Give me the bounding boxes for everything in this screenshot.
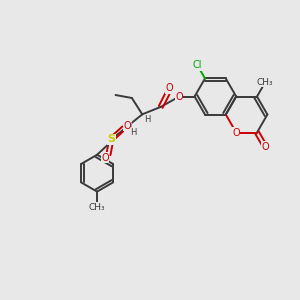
- Text: O: O: [165, 83, 173, 93]
- Text: CH₃: CH₃: [257, 78, 274, 87]
- Text: O: O: [175, 92, 183, 101]
- Text: Cl: Cl: [193, 60, 202, 70]
- Text: O: O: [232, 128, 240, 137]
- Text: H: H: [130, 128, 136, 137]
- Text: S: S: [107, 134, 116, 144]
- Text: O: O: [123, 121, 130, 130]
- Text: H: H: [144, 115, 151, 124]
- Text: N: N: [124, 122, 132, 132]
- Text: CH₃: CH₃: [89, 202, 105, 211]
- Text: O: O: [101, 153, 109, 163]
- Text: O: O: [261, 142, 269, 152]
